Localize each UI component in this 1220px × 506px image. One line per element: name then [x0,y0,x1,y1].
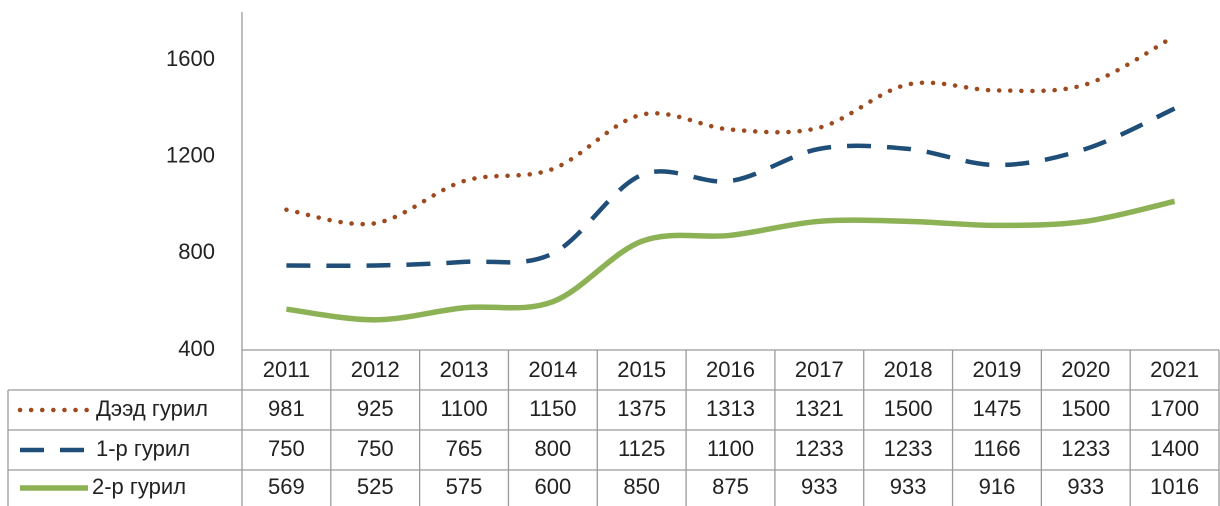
table-value: 1375 [617,396,666,421]
x-tick-label: 2011 [263,357,310,382]
table-value: 765 [446,436,483,461]
table-value: 981 [268,396,305,421]
table-value: 1125 [618,436,665,461]
table-value: 1150 [529,396,576,421]
legend-label: 2-р гурил [92,474,186,499]
table-value: 1016 [1150,474,1199,499]
table-value: 525 [357,474,394,499]
x-tick-label: 2015 [617,357,666,382]
table-value: 1400 [1150,436,1199,461]
table-value: 1166 [973,436,1020,461]
table-value: 1233 [795,436,844,461]
table-value: 569 [268,474,305,499]
x-tick-label: 2018 [884,357,933,382]
table-value: 1233 [1061,436,1110,461]
table-value: 1321 [795,396,844,421]
table-value: 850 [623,474,660,499]
table-value: 1100 [707,436,754,461]
y-tick-label: 800 [178,239,215,264]
x-tick-label: 2013 [440,357,489,382]
x-tick-label: 2020 [1061,357,1110,382]
x-tick-label: 2016 [706,357,755,382]
table-value: 800 [535,436,572,461]
table-value: 916 [979,474,1016,499]
table-value: 1500 [884,396,933,421]
y-tick-label: 1200 [166,143,215,168]
x-tick-label: 2017 [795,357,844,382]
x-tick-label: 2014 [528,357,577,382]
series-line [286,106,1176,269]
table-value: 750 [268,436,305,461]
series-line [286,198,1176,323]
x-tick-label: 2019 [972,357,1021,382]
series-line [284,33,1177,227]
table-value: 1233 [884,436,933,461]
table-value: 1500 [1061,396,1110,421]
y-tick-label: 400 [178,336,215,361]
table-value: 1475 [972,396,1021,421]
table-value: 925 [357,396,394,421]
table-value: 600 [535,474,572,499]
table-value: 1313 [706,396,755,421]
table-value: 933 [1067,474,1104,499]
table-value: 1700 [1150,396,1199,421]
legend-label: Дээд гурил [96,396,208,421]
table-value: 575 [446,474,483,499]
legend-label: 1-р гурил [96,436,190,461]
table-value: 750 [357,436,394,461]
x-tick-label: 2012 [351,357,400,382]
table-value: 933 [890,474,927,499]
table-value: 875 [712,474,749,499]
table-value: 1100 [440,396,487,421]
x-tick-label: 2021 [1150,357,1199,382]
table-value: 933 [801,474,838,499]
y-tick-label: 1600 [166,46,215,71]
